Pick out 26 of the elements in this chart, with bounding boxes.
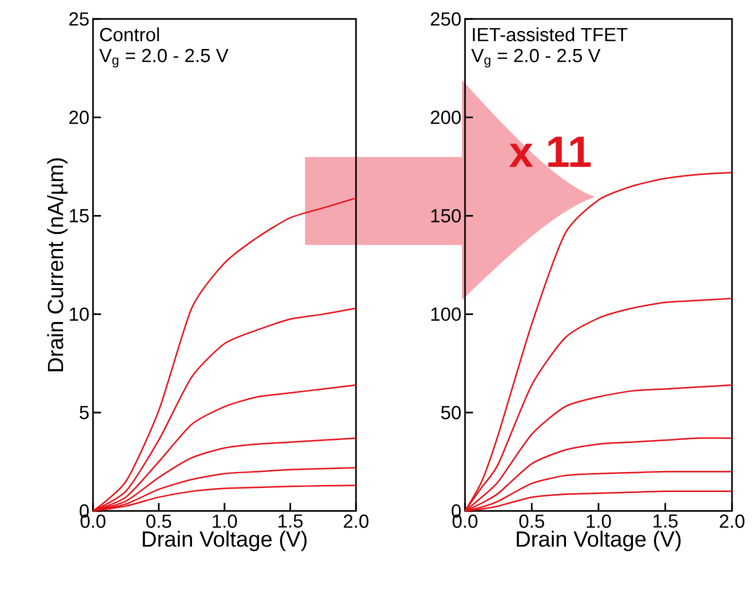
x-tick-label: 1.0 (212, 514, 237, 528)
x-tick-label: 1.5 (278, 514, 303, 528)
y-axis-title: Drain Current (nA/µm) (47, 158, 68, 372)
x-axis-title: Drain Voltage (V) (142, 530, 307, 552)
y-tick-label: 200 (430, 110, 461, 124)
y-tick-label: 15 (70, 209, 89, 222)
annotation: Control (100, 27, 159, 42)
annotation: x 11 (509, 136, 591, 167)
annotation: V$_{g}$ = 2.0 - 2.5 V (99, 48, 228, 68)
x-tick-label: 1.5 (654, 514, 678, 528)
y-tick-label: 20 (69, 110, 89, 124)
y-tick-label: 250 (430, 12, 461, 26)
y-tick-label: 50 (441, 406, 461, 420)
x-tick-label: 1.0 (586, 514, 611, 528)
x-tick-label: 0.5 (146, 514, 172, 528)
x-tick-label: 0.5 (519, 514, 544, 528)
x-tick-label: 2.0 (720, 514, 744, 528)
x-axis-title: Drain Voltage (V) (516, 530, 681, 552)
y-tick-label: 100 (431, 307, 461, 321)
annotation: IET-assisted TFET (472, 27, 628, 42)
y-tick-label: 25 (69, 12, 89, 26)
y-tick-label: 5 (80, 406, 89, 420)
annotation: V$_{g}$ = 2.0 - 2.5 V (471, 48, 600, 68)
y-tick-label: 10 (70, 307, 89, 321)
y-tick-label: 150 (431, 209, 461, 222)
x-tick-label: 2.0 (344, 514, 368, 528)
